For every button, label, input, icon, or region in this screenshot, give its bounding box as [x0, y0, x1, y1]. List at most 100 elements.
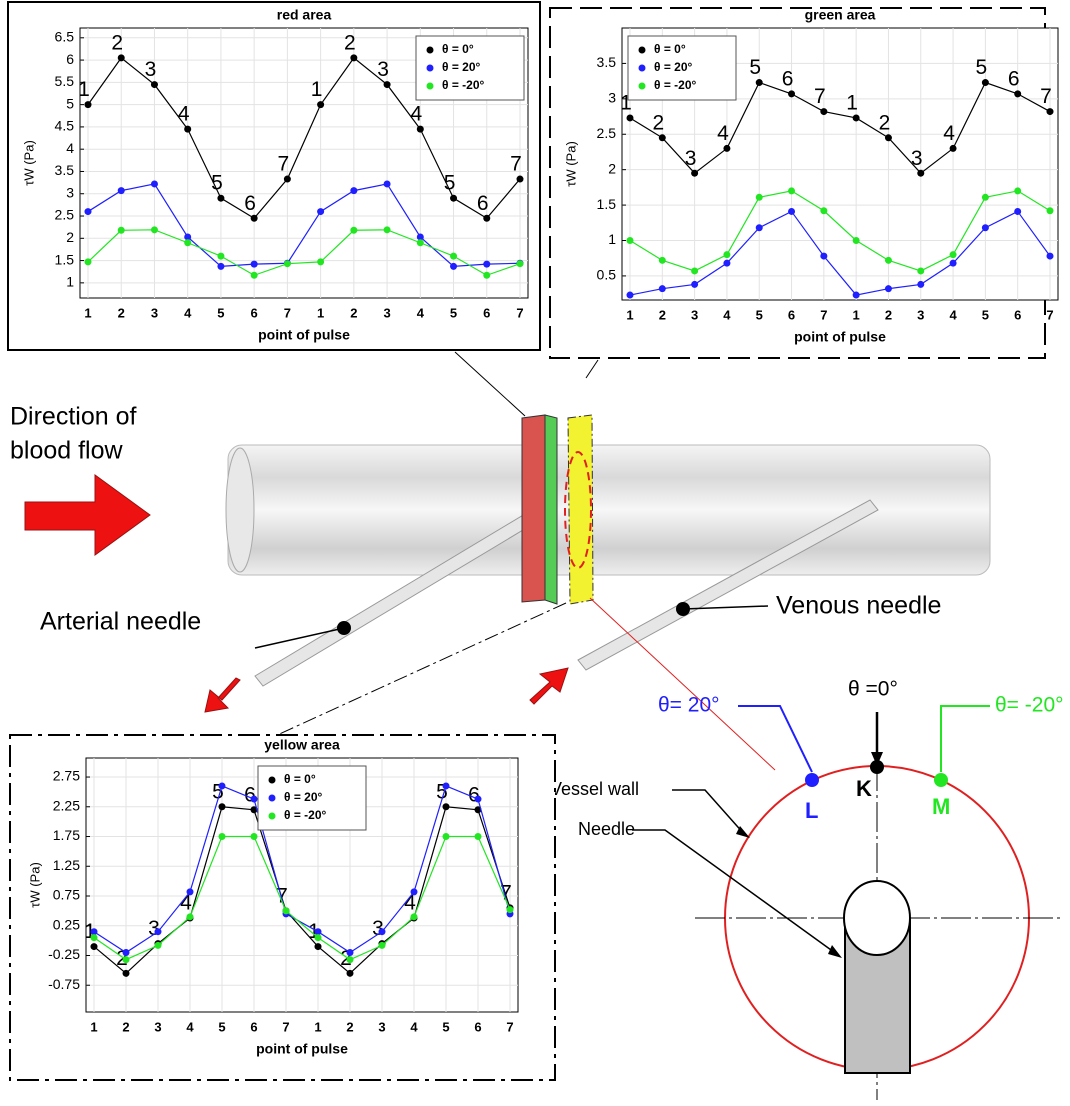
- y-tick-label: 4.5: [55, 118, 75, 134]
- data-point: [450, 195, 457, 202]
- legend-marker: [269, 795, 276, 802]
- theta-label: θ= 20°: [658, 694, 720, 717]
- data-point: [350, 227, 357, 234]
- point-label: 4: [943, 122, 955, 145]
- figure: Direction of blood flow Arterial needle …: [0, 0, 1070, 1106]
- data-point: [184, 239, 191, 246]
- legend-label: θ = 0°: [284, 772, 316, 786]
- data-point: [1014, 187, 1021, 194]
- data-point: [283, 907, 290, 914]
- point-label: L: [805, 798, 818, 823]
- data-point: [756, 194, 763, 201]
- x-tick-label: 1: [314, 1019, 321, 1034]
- chart: -0.75-0.250.250.751.251.752.252.75123456…: [10, 735, 555, 1080]
- y-tick-label: 1.5: [55, 251, 75, 267]
- x-tick-label: 7: [284, 305, 291, 320]
- point-k: [870, 760, 884, 774]
- data-point: [155, 942, 162, 949]
- y-tick-label: 3.5: [597, 54, 617, 70]
- green-band: [545, 415, 557, 604]
- data-point: [91, 934, 98, 941]
- x-tick-label: 2: [885, 307, 892, 322]
- x-axis-label: point of pulse: [258, 327, 350, 343]
- data-point: [1047, 253, 1054, 260]
- marker-dot: [676, 602, 690, 616]
- y-axis-label: τW (Pa): [563, 141, 578, 187]
- x-tick-label: 5: [982, 307, 989, 322]
- legend-marker: [639, 47, 646, 54]
- data-point: [820, 108, 827, 115]
- y-tick-label: 1.25: [53, 857, 80, 873]
- point-label: 1: [78, 78, 90, 101]
- data-point: [853, 292, 860, 299]
- data-point: [350, 54, 357, 61]
- data-point: [950, 251, 957, 258]
- data-point: [885, 285, 892, 292]
- data-point: [187, 888, 194, 895]
- data-point: [756, 224, 763, 231]
- data-point: [443, 833, 450, 840]
- legend-marker: [639, 83, 646, 90]
- data-point: [483, 215, 490, 222]
- legend-marker: [269, 813, 276, 820]
- small-arrow: [530, 668, 568, 704]
- y-tick-label: 1: [66, 274, 74, 290]
- flow-arrow: [25, 475, 150, 555]
- data-point: [251, 272, 258, 279]
- point-label: 7: [510, 153, 522, 176]
- x-tick-label: 7: [820, 307, 827, 322]
- y-tick-label: -0.75: [48, 976, 80, 992]
- data-point: [219, 803, 226, 810]
- y-tick-label: 4: [66, 140, 74, 156]
- data-point: [517, 176, 524, 183]
- point-m: [934, 773, 948, 787]
- x-tick-label: 3: [151, 305, 158, 320]
- x-axis-label: point of pulse: [794, 329, 886, 345]
- data-point: [151, 81, 158, 88]
- data-point: [691, 267, 698, 274]
- wall-label: Vessel wall: [550, 779, 639, 799]
- red-band: [522, 415, 545, 602]
- data-point: [217, 263, 224, 270]
- legend-label: θ = -20°: [442, 78, 485, 92]
- data-point: [450, 263, 457, 270]
- legend-label: θ = -20°: [654, 78, 697, 92]
- x-tick-label: 3: [917, 307, 924, 322]
- data-point: [950, 145, 957, 152]
- data-point: [284, 176, 291, 183]
- x-tick-label: 6: [250, 1019, 257, 1034]
- point-label: 6: [244, 192, 256, 215]
- x-tick-label: 1: [626, 307, 633, 322]
- data-point: [885, 134, 892, 141]
- y-tick-label: -0.25: [48, 946, 80, 962]
- data-point: [384, 226, 391, 233]
- data-point: [118, 227, 125, 234]
- data-point: [347, 949, 354, 956]
- data-point: [184, 126, 191, 133]
- data-point: [885, 257, 892, 264]
- x-tick-label: 2: [350, 305, 357, 320]
- legend-marker: [269, 777, 276, 784]
- data-point: [723, 251, 730, 258]
- y-tick-label: 5.5: [55, 73, 75, 89]
- point-label: M: [932, 794, 950, 819]
- x-tick-label: 6: [251, 305, 258, 320]
- data-point: [1014, 90, 1021, 97]
- x-tick-label: 3: [383, 305, 390, 320]
- x-tick-label: 7: [1046, 307, 1053, 322]
- data-point: [219, 782, 226, 789]
- y-tick-label: 0.5: [597, 267, 617, 283]
- legend-marker: [427, 47, 434, 54]
- data-point: [118, 187, 125, 194]
- point-label: 5: [976, 56, 988, 79]
- x-tick-label: 3: [154, 1019, 161, 1034]
- data-point: [417, 126, 424, 133]
- x-tick-label: 4: [723, 307, 731, 322]
- data-point: [950, 260, 957, 267]
- y-tick-label: 2.5: [55, 207, 75, 223]
- data-point: [217, 195, 224, 202]
- y-tick-label: 2: [66, 229, 74, 245]
- legend-marker: [427, 65, 434, 72]
- data-point: [820, 253, 827, 260]
- point-label: 4: [410, 103, 422, 126]
